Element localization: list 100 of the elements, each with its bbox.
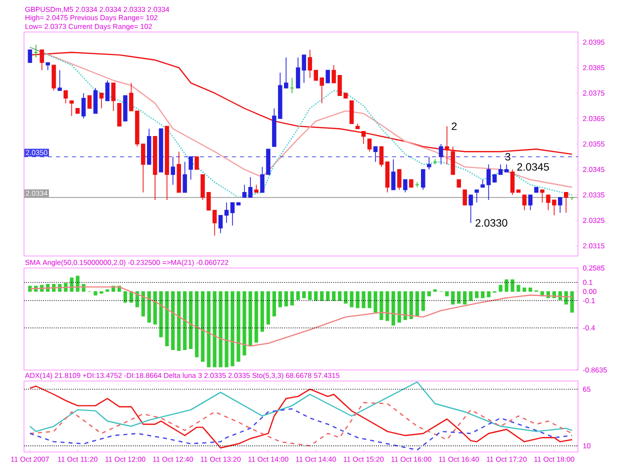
candlestick	[474, 189, 479, 203]
candlestick	[373, 146, 378, 162]
bar	[153, 291, 157, 324]
bar	[451, 291, 455, 304]
bar	[528, 288, 532, 292]
candlestick	[379, 146, 384, 168]
bar	[159, 291, 163, 338]
bar	[194, 291, 199, 358]
bar	[94, 291, 98, 296]
line-series	[29, 286, 573, 347]
bar	[302, 291, 306, 298]
candlestick	[540, 189, 544, 203]
bar	[272, 291, 276, 316]
bar	[380, 291, 384, 320]
bar	[522, 288, 526, 292]
bar	[338, 291, 342, 301]
line-series	[29, 381, 573, 432]
bar	[403, 291, 408, 320]
candlestick	[361, 130, 366, 144]
bar	[206, 291, 210, 368]
bar	[504, 279, 508, 292]
bar	[516, 284, 520, 292]
bar	[314, 291, 318, 301]
candlestick	[218, 214, 223, 234]
bar	[188, 291, 193, 350]
candlestick	[194, 156, 199, 170]
candlestick	[421, 169, 426, 190]
bar	[171, 291, 175, 350]
candlestick	[468, 194, 473, 224]
bar	[296, 291, 300, 300]
bar	[76, 276, 80, 292]
bar	[290, 291, 294, 306]
candlestick	[522, 194, 527, 211]
bar	[374, 291, 378, 313]
candlestick	[70, 100, 74, 116]
candlestick	[308, 49, 312, 78]
bar	[421, 291, 425, 311]
bar	[308, 291, 312, 300]
bar	[486, 291, 490, 298]
candlestick	[58, 70, 62, 91]
line-series	[29, 402, 573, 446]
candlestick	[230, 202, 235, 226]
bar	[200, 291, 205, 362]
bar	[386, 291, 390, 321]
bar	[260, 291, 264, 332]
candlestick	[182, 161, 187, 193]
bar	[445, 291, 449, 296]
candlestick	[397, 169, 402, 190]
bar	[147, 291, 151, 323]
bar	[141, 291, 145, 316]
candlestick	[28, 49, 32, 63]
bar	[266, 291, 270, 324]
bar	[409, 291, 414, 320]
candlestick	[367, 138, 372, 152]
candlestick	[87, 95, 92, 109]
candlestick	[111, 82, 116, 112]
candlestick	[302, 54, 306, 84]
bar	[284, 291, 288, 306]
annotation: 2.0345	[517, 163, 549, 171]
bar	[254, 291, 258, 343]
candlestick	[105, 80, 110, 102]
bar	[183, 291, 187, 350]
bar	[224, 291, 228, 368]
candlestick	[391, 158, 396, 190]
candlestick	[558, 197, 562, 214]
candlestick	[296, 57, 300, 88]
candlestick	[528, 194, 532, 211]
bar	[165, 291, 169, 346]
candlestick	[326, 70, 330, 84]
candlestick	[462, 189, 467, 206]
bar	[326, 291, 330, 301]
candlestick	[224, 202, 229, 224]
candlestick	[498, 164, 503, 175]
bar	[230, 291, 234, 366]
candlestick	[242, 184, 247, 198]
candlestick	[81, 92, 86, 119]
candlestick	[438, 144, 444, 165]
bar	[474, 291, 479, 298]
bar	[236, 291, 240, 362]
bar	[123, 291, 128, 303]
bar	[332, 291, 336, 301]
candlestick	[93, 88, 98, 114]
bar	[212, 291, 216, 368]
candlestick	[350, 100, 354, 124]
bar	[362, 291, 366, 308]
candlestick	[188, 156, 193, 180]
bar	[570, 291, 574, 313]
candlestick	[52, 64, 56, 91]
candlestick	[510, 169, 515, 196]
bar	[463, 291, 467, 304]
candlestick	[64, 90, 68, 104]
candlestick	[117, 102, 122, 127]
candlestick	[248, 176, 252, 198]
bar	[218, 291, 222, 368]
annotation: 2	[452, 122, 457, 130]
bar	[248, 291, 252, 346]
candlestick	[564, 192, 568, 214]
bar	[350, 291, 354, 308]
bar	[368, 291, 372, 308]
bar	[320, 291, 324, 301]
